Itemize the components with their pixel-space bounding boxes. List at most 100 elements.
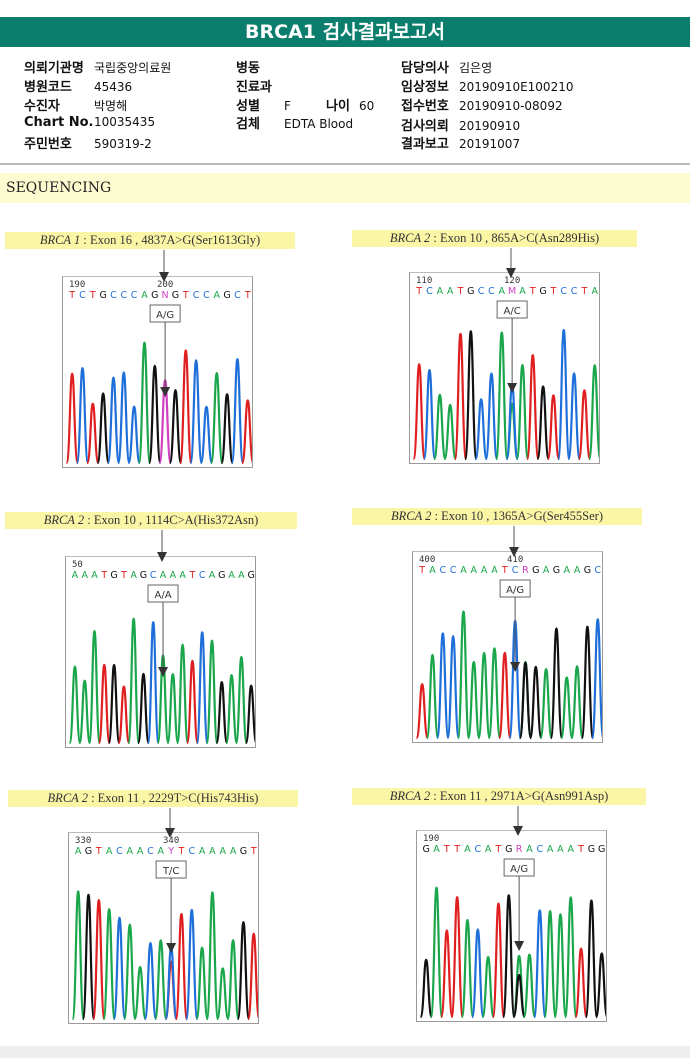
base-call: C [116, 846, 123, 857]
info-value: 20190910E100210 [459, 80, 574, 94]
info-value: 박명해 [94, 99, 128, 113]
base-call: C [450, 565, 457, 576]
base-call: C [203, 290, 210, 301]
info-label: 검체 [236, 117, 260, 132]
trace-peak [127, 617, 141, 745]
trace-peak [78, 679, 92, 745]
base-call: C [594, 565, 601, 576]
base-call: T [89, 290, 96, 301]
base-call: T [95, 846, 102, 857]
trace-peak [590, 618, 602, 740]
info-label: 나이 [326, 99, 350, 114]
info-value: 김은영 [459, 61, 493, 75]
base-call: C [571, 286, 578, 297]
trace-peak [460, 918, 475, 1019]
arrow-down-icon [166, 943, 177, 953]
variant-desc: : Exon 10 , 1365A>G(Ser455Ser) [431, 509, 604, 523]
base-call: A [471, 565, 478, 576]
trace-peak [92, 899, 106, 1021]
trace-peak [422, 368, 437, 461]
base-call: T [453, 844, 460, 855]
base-call: A [209, 570, 216, 581]
base-call: C [193, 290, 200, 301]
trace-peak [106, 376, 121, 465]
base-call: T [577, 844, 584, 855]
base-call: T [495, 844, 502, 855]
footer-bar [0, 1046, 690, 1058]
base-call: A [574, 565, 581, 576]
info-label: 검사의뢰 [401, 119, 449, 134]
arrow-down-icon [507, 383, 518, 393]
trace-peak [436, 632, 450, 740]
base-call: G [247, 570, 254, 581]
info-label: 접수번호 [401, 99, 449, 114]
base-call: A [499, 286, 506, 297]
trace-peak [215, 681, 229, 745]
trace-peak [195, 946, 209, 1021]
info-value: 10035435 [94, 115, 156, 129]
base-call: A [72, 570, 79, 581]
trace-peak [244, 684, 255, 745]
trace-peak [539, 667, 553, 740]
trace-peak [133, 965, 147, 1021]
chromatogram: 110 120 T C A A T G C C A M A T G T C C T A A/C [409, 272, 600, 464]
trace-peak [236, 921, 251, 1021]
trace-peak [484, 372, 499, 461]
base-call: A [433, 844, 440, 855]
base-call: A [220, 846, 227, 857]
trace-peak [234, 655, 248, 745]
trace-peak [594, 952, 606, 1019]
base-call: C [150, 570, 157, 581]
trace-peak [117, 685, 131, 745]
base-call: A [230, 846, 237, 857]
chromatogram: 190 G A T T A C A T G R A C A A A T G G A/G [416, 830, 607, 1022]
trace-peak [584, 899, 599, 1019]
variant-desc: : Exon 11 , 2971A>G(Asn991Asp) [430, 789, 609, 803]
base-call: C [131, 290, 138, 301]
trace-peak [453, 332, 468, 461]
base-call: A [160, 570, 167, 581]
trace-peak [65, 372, 79, 465]
base-call: A [485, 844, 492, 855]
trace-peak [86, 402, 100, 465]
trace-peak [146, 621, 160, 745]
trace-peak [443, 403, 457, 461]
base-call: A [543, 565, 550, 576]
base-call: G [588, 844, 595, 855]
base-call: G [140, 570, 147, 581]
base-call: A [447, 286, 454, 297]
trace-peak [412, 363, 426, 461]
gene-name: BRCA 2 [389, 231, 431, 245]
base-call: C [234, 290, 241, 301]
base-call: A [127, 846, 134, 857]
position-tick: 110 [416, 276, 432, 286]
trace-peak [502, 894, 516, 1019]
base-call: T [529, 286, 536, 297]
trace-peak [570, 665, 584, 740]
trace-peak [68, 665, 82, 745]
trace-peak [107, 663, 121, 745]
base-call: R [522, 565, 529, 576]
variant-desc: : Exon 11 , 2229T>C(His743His) [87, 791, 259, 805]
trace-peak [174, 913, 189, 1021]
trace-peak [580, 625, 595, 740]
trace-peak [481, 955, 495, 1019]
base-call: A [238, 570, 245, 581]
trace-peak [195, 631, 209, 745]
base-call: A [137, 846, 144, 857]
base-call: T [244, 290, 251, 301]
base-call: Y [167, 846, 174, 857]
trace-peak [209, 372, 224, 465]
arrow-down-icon [159, 250, 170, 282]
info-value: 20190910-08092 [459, 99, 563, 113]
info-value: F [284, 99, 291, 113]
base-call: T [501, 565, 508, 576]
base-call: A [75, 846, 82, 857]
base-call: C [147, 846, 154, 857]
variant-desc: : Exon 10 , 865A>C(Asn289His) [430, 231, 600, 245]
base-call: C [512, 565, 519, 576]
base-call: G [172, 290, 179, 301]
genotype-call: T/C [162, 866, 179, 877]
base-call: A [429, 565, 436, 576]
genotype-call: A/G [506, 585, 524, 596]
